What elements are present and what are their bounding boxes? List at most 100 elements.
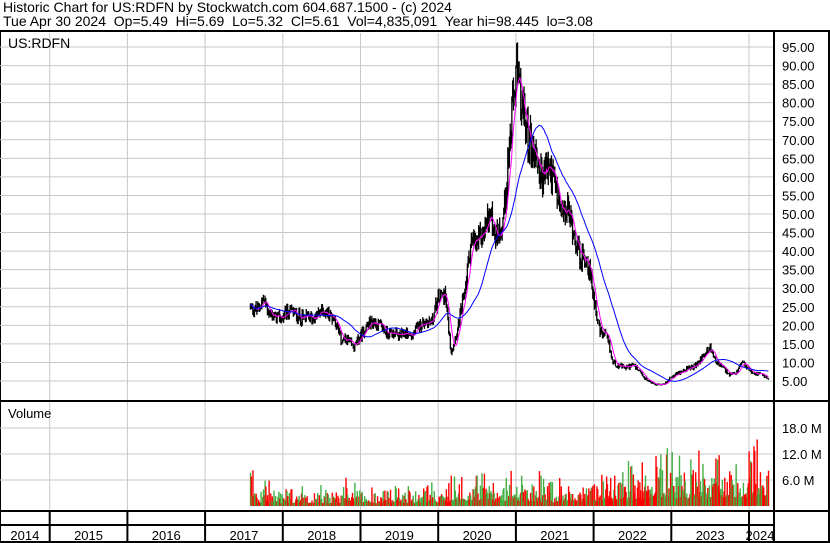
volume-bar bbox=[491, 493, 493, 506]
volume-bar bbox=[632, 474, 635, 506]
volume-bar bbox=[762, 485, 764, 506]
volume-bar bbox=[345, 477, 347, 506]
volume-bar bbox=[726, 481, 728, 506]
volume-bar bbox=[653, 494, 656, 506]
volume-bar bbox=[686, 499, 689, 506]
volume-bar bbox=[606, 483, 609, 506]
volume-bar bbox=[651, 486, 653, 506]
volume-bar bbox=[524, 489, 526, 506]
volume-bar bbox=[661, 470, 664, 506]
volume-bar bbox=[386, 491, 389, 506]
volume-bar bbox=[475, 475, 478, 506]
volume-bar bbox=[308, 502, 310, 506]
volume-bar bbox=[619, 482, 622, 506]
volume-bar bbox=[525, 490, 527, 506]
volume-bar bbox=[317, 501, 320, 506]
volume-bar bbox=[258, 502, 261, 506]
volume-bar bbox=[528, 501, 530, 506]
volume-bar bbox=[621, 483, 623, 506]
volume-bar bbox=[346, 494, 349, 506]
volume-bar bbox=[249, 472, 252, 506]
volume-bar bbox=[687, 498, 690, 506]
volume-bar bbox=[563, 498, 566, 506]
volume-bar bbox=[410, 501, 412, 506]
volume-bar bbox=[740, 497, 742, 506]
volume-bar bbox=[529, 501, 531, 506]
volume-bar bbox=[732, 485, 734, 506]
volume-bar bbox=[503, 487, 505, 506]
x-tick-label: 2015 bbox=[74, 528, 103, 543]
volume-bar bbox=[708, 485, 711, 506]
volume-bar bbox=[593, 484, 596, 506]
volume-bar bbox=[729, 487, 732, 506]
volume-bar bbox=[520, 492, 522, 506]
volume-bar bbox=[530, 500, 533, 506]
volume-bar bbox=[618, 498, 621, 506]
volume-bar bbox=[424, 491, 427, 506]
volume-bar bbox=[581, 498, 584, 506]
volume-bar bbox=[368, 501, 371, 506]
volume-bar bbox=[291, 502, 294, 506]
volume-bar bbox=[307, 503, 309, 506]
volume-bar bbox=[298, 495, 300, 506]
volume-tick-label: 12.0 M bbox=[782, 447, 822, 462]
volume-bar bbox=[765, 494, 767, 506]
volume-bar bbox=[371, 487, 373, 506]
volume-bar bbox=[641, 462, 643, 506]
volume-bar bbox=[559, 478, 561, 506]
volume-bar bbox=[745, 497, 748, 506]
volume-bar bbox=[401, 501, 403, 506]
volume-bar bbox=[398, 498, 401, 506]
volume-bar bbox=[706, 498, 708, 506]
volume-bar bbox=[442, 496, 444, 506]
volume-bar bbox=[546, 499, 548, 506]
volume-bar bbox=[647, 485, 649, 506]
volume-bar bbox=[734, 496, 737, 506]
volume-bar bbox=[537, 501, 539, 506]
volume-bar bbox=[547, 496, 550, 506]
volume-bar bbox=[693, 495, 695, 506]
volume-bar bbox=[601, 500, 604, 506]
volume-bar bbox=[736, 496, 738, 506]
volume-bar bbox=[514, 496, 516, 506]
volume-bar bbox=[576, 502, 579, 506]
volume-bar bbox=[380, 498, 383, 506]
volume-bar bbox=[403, 495, 406, 506]
volume-bar bbox=[704, 485, 707, 506]
volume-bar bbox=[615, 499, 618, 506]
volume-bar bbox=[633, 492, 635, 506]
volume-bar bbox=[754, 484, 757, 506]
volume-bar bbox=[676, 498, 678, 506]
volume-bar bbox=[376, 503, 378, 506]
volume-bar bbox=[318, 495, 321, 506]
volume-bar bbox=[512, 498, 515, 506]
volume-bar bbox=[486, 490, 488, 506]
volume-bar bbox=[376, 496, 379, 506]
volume-bar bbox=[350, 500, 352, 506]
volume-bar bbox=[603, 497, 605, 506]
volume-bar bbox=[365, 499, 367, 506]
volume-bar bbox=[406, 502, 408, 506]
volume-bar bbox=[460, 498, 462, 506]
volume-bar bbox=[492, 483, 495, 506]
volume-bar bbox=[402, 503, 405, 506]
volume-bar bbox=[488, 486, 490, 506]
volume-bar bbox=[423, 488, 425, 506]
volume-bar bbox=[597, 500, 600, 506]
volume-bar bbox=[612, 498, 614, 506]
short-moving-average bbox=[250, 76, 769, 386]
volume-bar bbox=[296, 499, 299, 506]
volume-bar bbox=[574, 498, 576, 506]
volume-bar bbox=[666, 448, 669, 506]
volume-bar bbox=[580, 501, 583, 506]
volume-bar bbox=[384, 490, 386, 506]
volume-bar bbox=[571, 494, 574, 506]
volume-bar bbox=[342, 495, 344, 506]
volume-bar bbox=[363, 501, 365, 506]
y-tick-label: 90.00 bbox=[782, 59, 815, 74]
volume-bar bbox=[577, 494, 580, 506]
volume-bar bbox=[415, 501, 418, 506]
volume-bar bbox=[343, 498, 346, 506]
volume-bar bbox=[614, 495, 617, 506]
